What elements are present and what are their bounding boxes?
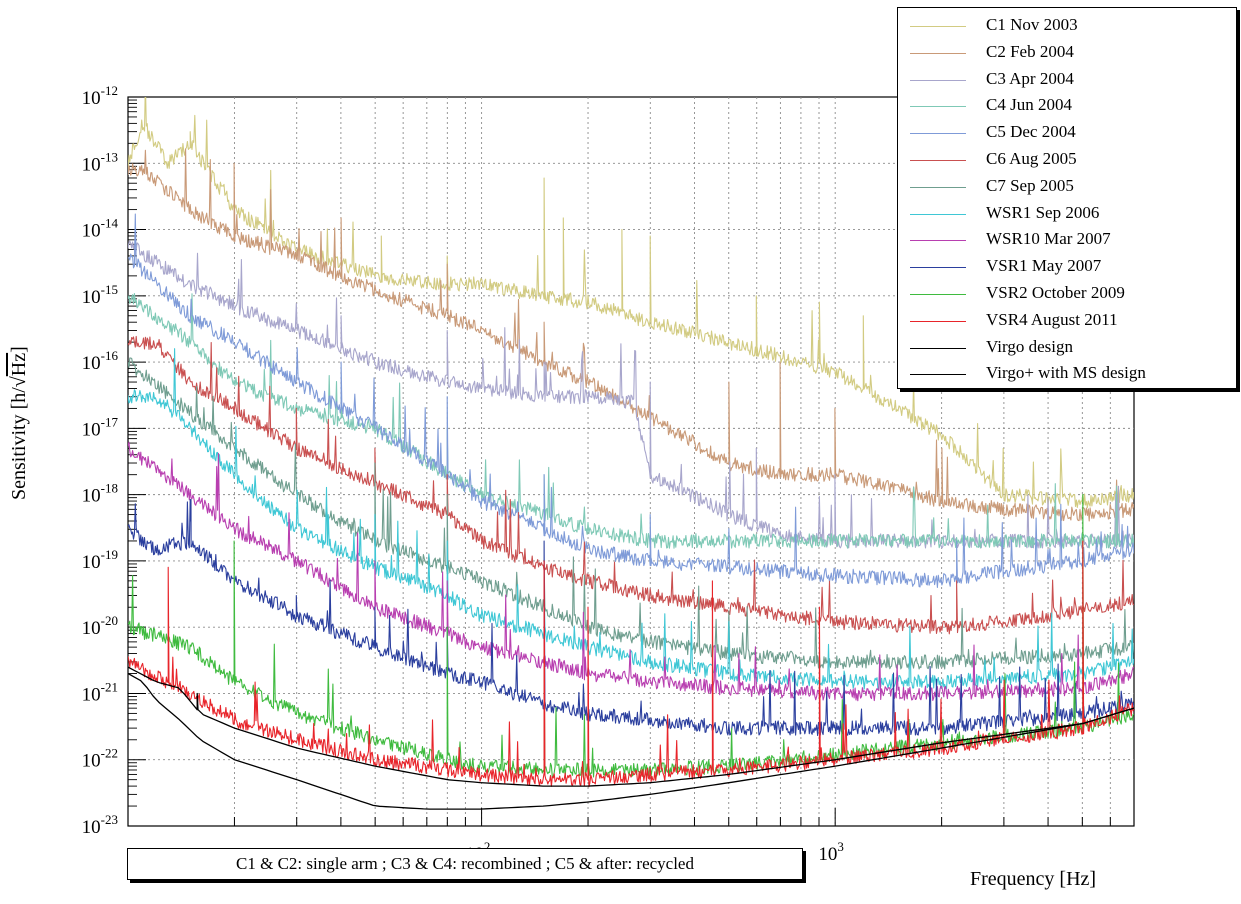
legend-swatch [910, 267, 966, 269]
legend-entry: C6 Aug 2005 [898, 148, 1236, 174]
y-axis-label-main: Sensitivity [h/ [8, 387, 30, 500]
legend-label: C3 Apr 2004 [986, 68, 1074, 88]
legend-entry: C3 Apr 2004 [898, 68, 1236, 94]
legend-label: C2 Feb 2004 [986, 41, 1074, 61]
legend-entry: WSR1 Sep 2006 [898, 202, 1236, 228]
legend-entry: Virgo+ with MS design [898, 362, 1236, 388]
legend-label: VSR4 August 2011 [986, 309, 1118, 329]
y-tick-label: 10-19 [82, 547, 118, 573]
legend-swatch [910, 186, 966, 188]
legend: C1 Nov 2003 C2 Feb 2004 C3 Apr 2004 C4 Jun … [897, 7, 1237, 389]
legend-swatch [910, 160, 966, 161]
legend-label: Virgo design [986, 336, 1073, 356]
legend-swatch [910, 52, 966, 54]
series-line [128, 441, 1134, 702]
legend-label: WSR10 Mar 2007 [986, 229, 1111, 249]
y-tick-label: 10-13 [82, 149, 118, 175]
configuration-note: C1 & C2: single arm ; C3 & C4: recombine… [127, 848, 803, 880]
legend-label: Virgo+ with MS design [986, 363, 1146, 383]
series-line [128, 498, 1134, 736]
series-line [128, 540, 1134, 788]
y-tick-label: 10-18 [82, 481, 118, 507]
y-tick-label: 10-15 [82, 282, 118, 308]
series-line [128, 348, 1134, 690]
series-line [128, 357, 1134, 670]
legend-swatch [910, 213, 966, 215]
legend-entry: VSR1 May 2007 [898, 255, 1236, 281]
y-tick-label: 10-20 [82, 613, 118, 639]
series-line [128, 672, 1134, 810]
y-tick-labels: 10-12 10-13 10-14 10-15 10-16 10-17 10-18 10-19… [82, 83, 119, 838]
legend-swatch [910, 320, 966, 322]
legend-swatch [910, 374, 966, 376]
legend-swatch [910, 294, 966, 295]
legend-entry: VSR4 August 2011 [898, 309, 1236, 335]
legend-entry: WSR10 Mar 2007 [898, 228, 1236, 254]
y-axis-label-end: ] [8, 346, 30, 353]
legend-swatch [910, 240, 966, 242]
legend-entry: Virgo design [898, 336, 1236, 362]
legend-swatch [910, 106, 966, 108]
legend-entry: VSR2 October 2009 [898, 282, 1236, 308]
y-tick-label: 10-16 [82, 348, 119, 374]
legend-label: VSR2 October 2009 [986, 283, 1125, 302]
series-line [128, 335, 1134, 635]
legend-swatch [910, 347, 966, 349]
legend-label: VSR1 May 2007 [986, 256, 1102, 276]
legend-label: WSR1 Sep 2006 [986, 202, 1100, 222]
series-line [128, 666, 1134, 787]
legend-entry: C2 Feb 2004 [898, 41, 1236, 67]
legend-label: C4 Jun 2004 [986, 95, 1072, 115]
legend-label: C7 Sep 2005 [986, 175, 1074, 195]
y-tick-label: 10-22 [82, 746, 118, 772]
legend-entry: C7 Sep 2005 [898, 175, 1236, 201]
y-axis-label-sqrt: Hz [8, 352, 30, 377]
series-line [128, 213, 1134, 588]
series-line [128, 292, 1134, 549]
legend-label: C5 Dec 2004 [986, 122, 1076, 142]
sqrt-radical: √ [8, 376, 30, 388]
legend-swatch [910, 26, 966, 27]
y-tick-label: 10-21 [82, 679, 118, 705]
legend-swatch [910, 133, 966, 135]
y-axis-label: Sensitivity [h/√Hz] [8, 346, 31, 500]
legend-entry: C1 Nov 2003 [898, 14, 1236, 40]
x-tick-label: 103 [818, 839, 844, 865]
x-axis-label: Frequency [Hz] [970, 868, 1097, 890]
series-lines [128, 97, 1134, 810]
y-tick-label: 10-14 [82, 216, 119, 242]
y-tick-label: 10-23 [82, 812, 118, 838]
y-tick-label: 10-17 [82, 414, 119, 440]
legend-label: C1 Nov 2003 [986, 15, 1078, 34]
legend-entry: C5 Dec 2004 [898, 121, 1236, 147]
series-line [128, 148, 1134, 522]
legend-entry: C4 Jun 2004 [898, 94, 1236, 120]
legend-swatch [910, 79, 966, 81]
legend-label: C6 Aug 2005 [986, 149, 1077, 168]
y-tick-label: 10-12 [82, 83, 118, 109]
